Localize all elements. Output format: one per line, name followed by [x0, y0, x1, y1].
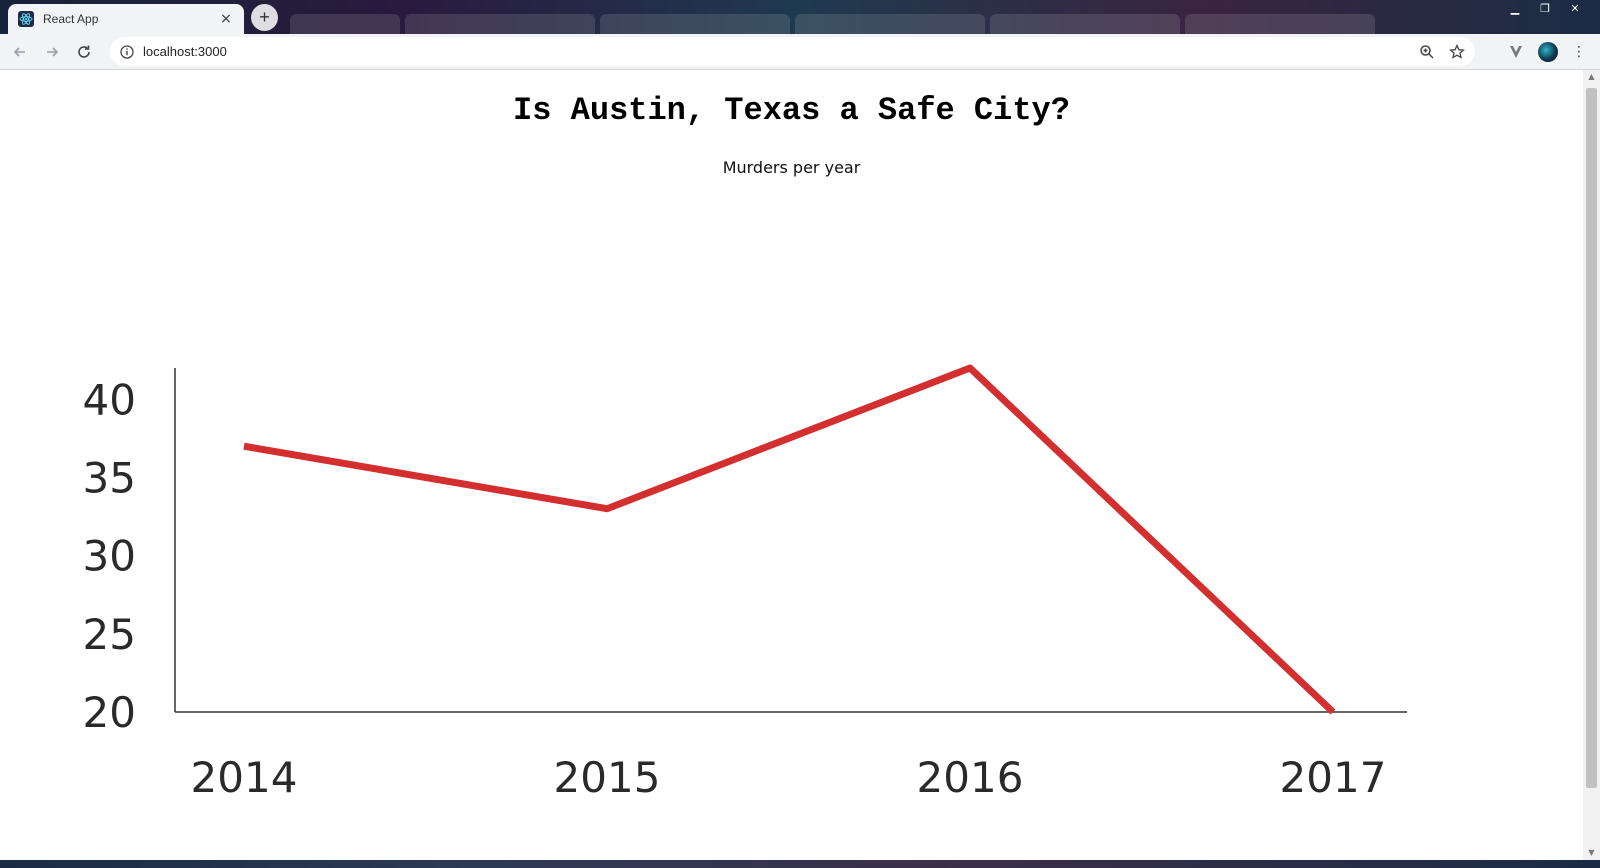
url-text[interactable]: localhost:3000 — [143, 44, 227, 59]
page-title: Is Austin, Texas a Safe City? — [513, 92, 1070, 129]
back-button[interactable] — [4, 36, 36, 68]
star-icon[interactable] — [1449, 43, 1465, 60]
profile-avatar[interactable] — [1538, 42, 1558, 62]
y-tick-label: 35 — [83, 453, 136, 502]
y-tick-label: 30 — [83, 532, 136, 581]
chart-title: Murders per year — [722, 158, 861, 177]
y-tick-label: 20 — [83, 688, 136, 737]
tab-title: React App — [43, 12, 99, 26]
scroll-up-icon[interactable]: ▲ — [1588, 72, 1595, 81]
y-tick-label: 40 — [83, 375, 136, 424]
background-tab[interactable] — [1185, 14, 1375, 34]
reload-icon — [78, 45, 90, 58]
arrow-right-icon — [47, 46, 59, 57]
arrow-left-icon — [13, 46, 25, 57]
close-tab-icon[interactable]: × — [220, 11, 232, 27]
scroll-down-icon[interactable]: ▼ — [1588, 848, 1595, 857]
close-window-button[interactable]: ✕ — [1570, 2, 1580, 15]
y-tick-label: 25 — [83, 610, 136, 659]
x-tick-label: 2016 — [917, 753, 1024, 802]
tab-strip: React App × + ▁ ❐ ✕ — [0, 0, 1600, 34]
background-tab[interactable] — [290, 14, 400, 34]
x-tick-label: 2014 — [191, 753, 298, 802]
x-tick-label: 2017 — [1280, 753, 1387, 802]
restore-button[interactable]: ❐ — [1540, 2, 1550, 15]
background-tab[interactable] — [600, 14, 790, 34]
info-icon[interactable] — [120, 44, 134, 59]
page-viewport: Is Austin, Texas a Safe City? Murders pe… — [0, 70, 1583, 860]
line-chart: 20 25 30 35 40 2014 2015 2016 2017 — [83, 364, 1407, 802]
background-tab[interactable] — [795, 14, 985, 34]
scroll-thumb[interactable] — [1586, 88, 1597, 788]
series-line — [243, 364, 1336, 715]
browser-toolbar: localhost:3000 ⋮ — [0, 34, 1600, 70]
new-tab-button[interactable]: + — [251, 4, 278, 31]
zoom-icon[interactable] — [1419, 44, 1435, 60]
x-tick-labels: 2014 2015 2016 2017 — [191, 753, 1387, 802]
reload-button[interactable] — [68, 36, 100, 68]
active-tab[interactable]: React App × — [8, 4, 244, 34]
background-tab[interactable] — [405, 14, 595, 34]
y-tick-labels: 20 25 30 35 40 — [83, 375, 136, 737]
window-controls: ▁ ❐ ✕ — [1500, 0, 1590, 20]
series-group — [243, 364, 1336, 715]
os-taskbar — [0, 860, 1600, 868]
background-tab[interactable] — [990, 14, 1180, 34]
vertical-scrollbar[interactable]: ▲ ▼ — [1583, 70, 1600, 860]
extension-icon[interactable] — [1508, 44, 1524, 60]
x-tick-label: 2015 — [554, 753, 661, 802]
minimize-button[interactable]: ▁ — [1510, 2, 1520, 15]
menu-icon[interactable]: ⋮ — [1572, 44, 1586, 60]
react-icon — [18, 11, 34, 27]
forward-button[interactable] — [36, 36, 68, 68]
address-bar[interactable]: localhost:3000 — [110, 37, 1475, 66]
